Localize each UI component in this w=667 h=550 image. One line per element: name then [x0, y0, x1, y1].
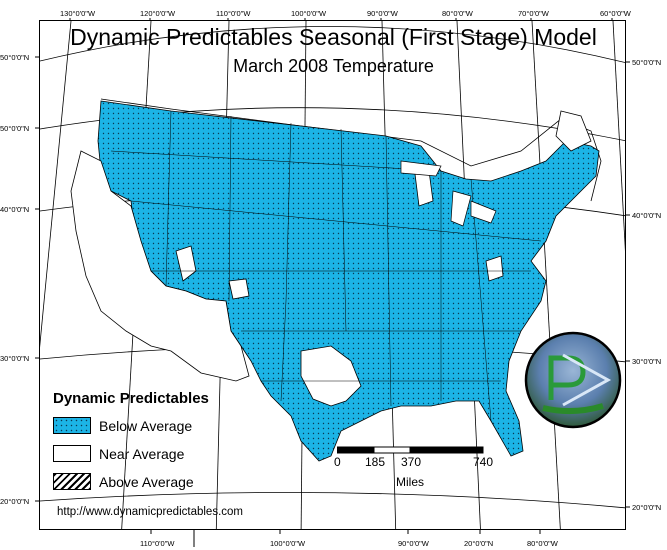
- tick-bottom-100w: 100°0'0"W: [270, 539, 306, 548]
- map-canvas: [40, 21, 625, 529]
- tick-top-90w: 90°0'0"W: [367, 9, 398, 18]
- legend-item-near: Near Average: [53, 445, 184, 462]
- tick-top-60w: 60°0'0"W: [600, 9, 631, 18]
- tick-bottom-80w: 80°0'0"W: [527, 539, 558, 548]
- great-lakes: [400, 160, 497, 227]
- tick-top-110w: 110°0'0"W: [216, 9, 251, 18]
- scale-bar: [337, 446, 484, 454]
- dynamic-predictables-logo: [524, 331, 622, 429]
- tick-bottom-20n: 20°0'0"N: [464, 539, 494, 548]
- tick-right-50n: 50°0'0"N: [632, 58, 662, 67]
- legend-label-near: Near Average: [99, 445, 185, 462]
- scale-tick-185: 185: [365, 455, 386, 469]
- region-near-average: [70, 110, 592, 407]
- tick-bottom-90w: 90°0'0"W: [398, 539, 429, 548]
- legend-title: Dynamic Predictables: [53, 390, 209, 407]
- scale-tick-740: 740: [473, 455, 494, 469]
- legend-label-above: Above Average: [99, 473, 194, 490]
- legend-item-above: Above Average: [53, 473, 194, 490]
- tick-left-20n: 20°0'0"N: [0, 497, 30, 506]
- tick-top-70w: 70°0'0"W: [518, 9, 549, 18]
- tick-right-30n: 30°0'0"N: [632, 357, 662, 366]
- tick-right-20n: 20°0'0"N: [632, 503, 662, 512]
- scale-tick-370: 370: [401, 455, 422, 469]
- scale-tick-0: 0: [334, 455, 341, 469]
- map-frame: Dynamic Predictables Below Average Near …: [39, 20, 626, 530]
- tick-top-80w: 80°0'0"W: [442, 9, 473, 18]
- legend-label-below: Below Average: [99, 417, 193, 434]
- legend-item-below: Below Average: [53, 417, 192, 434]
- tick-top-130w: 130°0'0"W: [60, 9, 96, 18]
- legend-swatch-below: [53, 417, 91, 434]
- map-title: Dynamic Predictables Seasonal (First Sta…: [70, 24, 597, 50]
- tick-left-40n: 40°0'0"N: [0, 205, 30, 214]
- footer-url[interactable]: http://www.dynamicpredictables.com: [57, 506, 243, 518]
- scale-unit: Miles: [396, 475, 425, 489]
- canada-outline: [100, 98, 602, 202]
- tick-left-50n-b: 50°0'0"N: [0, 124, 30, 133]
- tick-top-120w: 120°0'0"W: [140, 9, 176, 18]
- tick-left-30n: 30°0'0"N: [0, 354, 30, 363]
- legend-swatch-above: [53, 473, 91, 490]
- boundary-lines: [110, 110, 542, 422]
- tick-top-100w: 100°0'0"W: [291, 9, 327, 18]
- tick-right-40n: 40°0'0"N: [632, 211, 662, 220]
- tick-bottom-110w: 110°0'0"W: [140, 539, 175, 548]
- tick-left-50n: 50°0'0"N: [0, 53, 30, 62]
- legend-swatch-near: [53, 445, 91, 462]
- map-subtitle: March 2008 Temperature: [233, 56, 434, 76]
